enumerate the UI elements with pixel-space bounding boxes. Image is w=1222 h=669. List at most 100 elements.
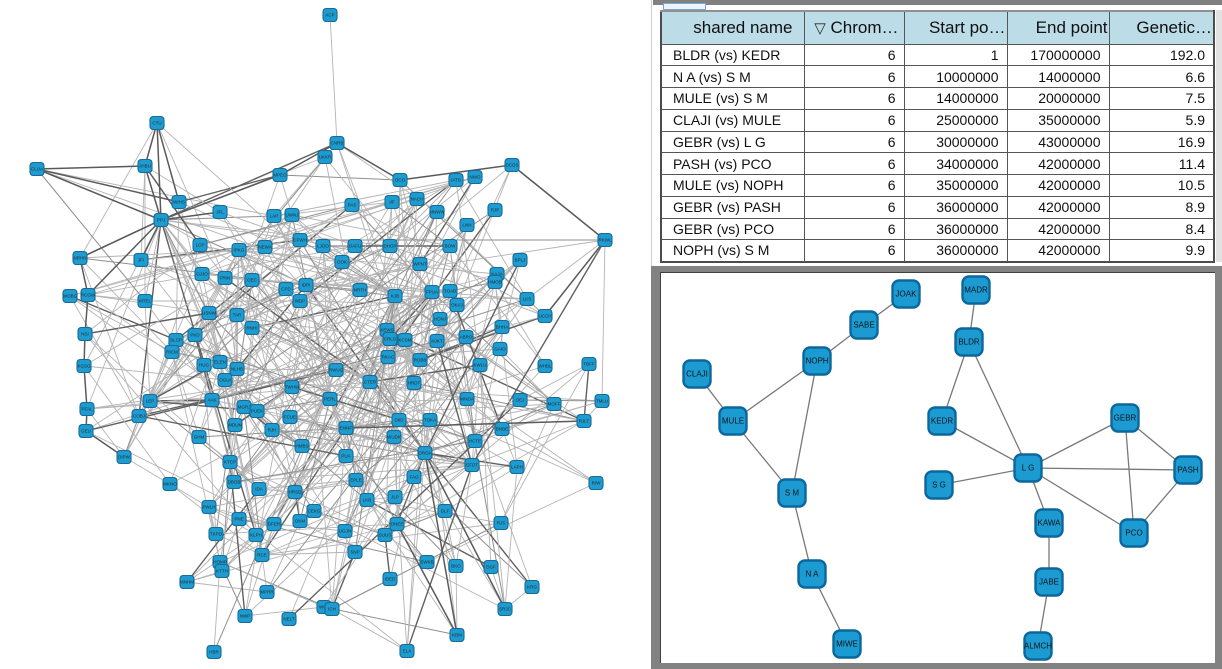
svg-text:WUDK: WUDK	[387, 435, 401, 440]
svg-text:CLUA: CLUA	[31, 167, 43, 172]
svg-text:KRG: KRG	[527, 585, 537, 590]
svg-text:RJP: RJP	[491, 208, 500, 213]
svg-text:RNHI: RNHI	[247, 326, 258, 331]
svg-text:NEWA: NEWA	[258, 245, 271, 250]
svg-text:RWUG: RWUG	[329, 368, 344, 373]
svg-text:NWO: NWO	[470, 175, 481, 180]
svg-text:WIHS: WIHS	[173, 200, 185, 205]
svg-text:BKO: BKO	[451, 564, 461, 569]
svg-text:MGRJ: MGRJ	[238, 405, 251, 410]
svg-text:PPJ: PPJ	[157, 218, 165, 223]
svg-text:WDUM: WDUM	[228, 423, 243, 428]
svg-text:TWHW: TWHW	[285, 385, 300, 390]
svg-text:CTER: CTER	[364, 380, 377, 385]
svg-text:CNRB: CNRB	[331, 141, 344, 146]
svg-text:NELT: NELT	[283, 617, 294, 622]
svg-text:GAIO: GAIO	[494, 347, 506, 352]
svg-text:MPEG: MPEG	[273, 173, 287, 178]
svg-text:FAO: FAO	[409, 475, 419, 480]
svg-text:N A: N A	[806, 570, 820, 579]
svg-text:GLF: GLF	[441, 509, 450, 514]
svg-text:MNWW: MNWW	[429, 210, 445, 215]
svg-text:HRSD: HRSD	[289, 490, 303, 495]
svg-text:JFL: JFL	[216, 210, 224, 215]
svg-text:KEWS: KEWS	[380, 328, 393, 333]
svg-text:IIF: IIF	[389, 200, 395, 205]
svg-text:ACP: ACP	[325, 13, 334, 18]
svg-text:EPLE: EPLE	[350, 478, 362, 483]
svg-text:ALMCH: ALMCH	[1024, 642, 1052, 651]
svg-text:IATS: IATS	[451, 178, 461, 183]
svg-text:DBOB: DBOB	[228, 480, 241, 485]
svg-text:KGSG: KGSG	[77, 364, 91, 369]
svg-text:JFI: JFI	[138, 258, 144, 263]
svg-text:OGUI: OGUI	[219, 378, 231, 383]
svg-text:PWLH: PWLH	[202, 505, 215, 510]
svg-text:JHBU: JHBU	[139, 164, 151, 169]
svg-text:WHBL: WHBL	[538, 364, 551, 369]
svg-text:KJB: KJB	[391, 294, 399, 299]
svg-text:BHHA: BHHA	[496, 325, 509, 330]
svg-text:CFWH: CFWH	[293, 238, 307, 243]
svg-text:PFAL: PFAL	[81, 407, 93, 412]
svg-text:HMOB: HMOB	[488, 280, 502, 285]
svg-text:RKWL: RKWL	[598, 238, 611, 243]
svg-text:SNP: SNP	[350, 550, 359, 555]
svg-text:WPNT: WPNT	[413, 262, 426, 267]
svg-text:PNE: PNE	[234, 517, 243, 522]
svg-text:NWP: NWP	[240, 614, 251, 619]
svg-text:L G: L G	[1022, 464, 1035, 473]
svg-text:ICH: ICH	[328, 607, 336, 612]
svg-text:IDED: IDED	[385, 577, 397, 582]
svg-text:LEP: LEP	[146, 399, 155, 404]
svg-text:CFDT: CFDT	[466, 463, 478, 468]
svg-text:FPUA: FPUA	[426, 290, 438, 295]
svg-text:DGF: DGF	[486, 565, 496, 570]
svg-text:NRHN: NRHN	[74, 256, 87, 261]
svg-text:BPLJ: BPLJ	[515, 258, 526, 263]
svg-text:MADR: MADR	[964, 286, 988, 295]
svg-text:UCCH: UCCH	[539, 314, 552, 319]
svg-text:KEDR: KEDR	[931, 417, 953, 426]
svg-text:PKD: PKD	[190, 333, 200, 338]
svg-text:TAR: TAR	[233, 313, 242, 318]
svg-text:PAS: PAS	[348, 203, 357, 208]
svg-text:PUEK: PUEK	[251, 409, 263, 414]
svg-text:OCO: OCO	[395, 178, 406, 183]
svg-text:S G: S G	[932, 481, 946, 490]
svg-text:SABE: SABE	[853, 321, 874, 330]
svg-text:ONEE: ONEE	[391, 522, 404, 527]
svg-text:ELA: ELA	[403, 649, 412, 654]
svg-text:UWNJ: UWNJ	[286, 213, 299, 218]
svg-text:COBJ: COBJ	[133, 414, 145, 419]
svg-text:LNN: LNN	[462, 223, 471, 228]
svg-text:RCE: RCE	[257, 553, 267, 558]
svg-text:MIWE: MIWE	[836, 640, 858, 649]
svg-text:CTU: CTU	[152, 121, 161, 126]
svg-text:HUG: HUG	[199, 363, 209, 368]
svg-text:OROA: OROA	[418, 451, 431, 456]
svg-text:BLDR: BLDR	[958, 338, 980, 347]
svg-text:RIW: RIW	[592, 481, 602, 486]
svg-text:NSI: NSI	[81, 332, 89, 337]
svg-text:USNW: USNW	[202, 311, 217, 316]
svg-text:WOBG: WOBG	[63, 294, 78, 299]
svg-text:UGJN: UGJN	[339, 529, 351, 534]
svg-text:OKAJ: OKAJ	[451, 303, 463, 308]
svg-text:DIPW: DIPW	[118, 455, 131, 460]
svg-text:OKM: OKM	[295, 519, 306, 524]
svg-text:NOPH: NOPH	[805, 357, 828, 366]
svg-text:PERL: PERL	[324, 397, 336, 402]
svg-text:DFER: DFER	[268, 522, 281, 527]
svg-text:AAK: AAK	[207, 398, 216, 403]
svg-text:LJOO: LJOO	[317, 244, 329, 249]
svg-text:UKKR: UKKR	[319, 155, 332, 160]
svg-text:HBR: HBR	[209, 650, 219, 655]
svg-text:ROBB: ROBB	[414, 358, 427, 363]
svg-text:OCDS: OCDS	[505, 163, 518, 168]
svg-text:GHM: GHM	[194, 435, 205, 440]
svg-text:HMBS: HMBS	[295, 444, 308, 449]
svg-text:RKAC: RKAC	[382, 355, 395, 360]
svg-text:KWLU: KWLU	[473, 363, 486, 368]
svg-text:NJKT: NJKT	[431, 339, 443, 344]
